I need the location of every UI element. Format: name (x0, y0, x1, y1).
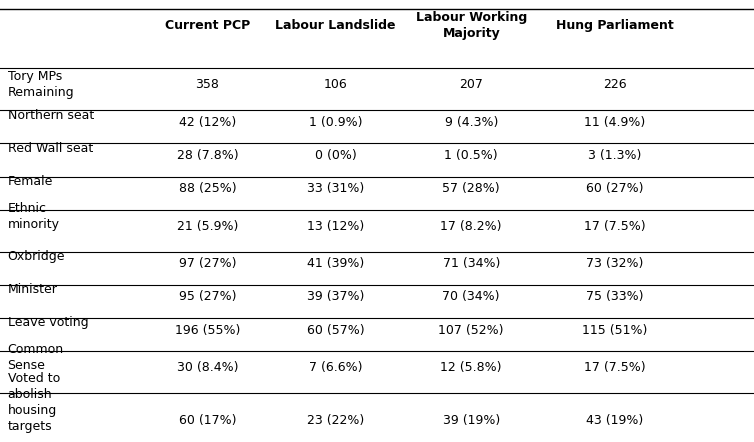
Text: 23 (22%): 23 (22%) (307, 414, 364, 427)
Text: Hung Parliament: Hung Parliament (556, 19, 673, 32)
Text: Red Wall seat: Red Wall seat (8, 142, 93, 155)
Text: Current PCP: Current PCP (164, 19, 250, 32)
Text: 17 (8.2%): 17 (8.2%) (440, 220, 502, 233)
Text: 1 (0.9%): 1 (0.9%) (309, 116, 362, 129)
Text: 75 (33%): 75 (33%) (586, 290, 643, 303)
Text: 60 (17%): 60 (17%) (179, 414, 236, 427)
Text: 95 (27%): 95 (27%) (179, 290, 236, 303)
Text: 71 (34%): 71 (34%) (443, 257, 500, 271)
Text: 57 (28%): 57 (28%) (443, 182, 500, 195)
Text: 21 (5.9%): 21 (5.9%) (176, 220, 238, 233)
Text: Ethnic
minority: Ethnic minority (8, 202, 60, 231)
Text: Minister: Minister (8, 283, 57, 296)
Text: Leave voting: Leave voting (8, 316, 88, 329)
Text: 9 (4.3%): 9 (4.3%) (445, 116, 498, 129)
Text: 30 (8.4%): 30 (8.4%) (176, 361, 238, 374)
Text: Female: Female (8, 175, 53, 188)
Text: 11 (4.9%): 11 (4.9%) (584, 116, 645, 129)
Text: 3 (1.3%): 3 (1.3%) (588, 149, 641, 162)
Text: 17 (7.5%): 17 (7.5%) (584, 220, 645, 233)
Text: Common
Sense: Common Sense (8, 343, 63, 372)
Text: 226: 226 (602, 79, 627, 91)
Text: 28 (7.8%): 28 (7.8%) (176, 149, 238, 162)
Text: 1 (0.5%): 1 (0.5%) (444, 149, 498, 162)
Text: 73 (32%): 73 (32%) (586, 257, 643, 271)
Text: Voted to
abolish
housing
targets: Voted to abolish housing targets (8, 372, 60, 433)
Text: Northern seat: Northern seat (8, 109, 93, 122)
Text: Labour Working
Majority: Labour Working Majority (415, 11, 527, 40)
Text: 12 (5.8%): 12 (5.8%) (440, 361, 502, 374)
Text: Tory MPs
Remaining: Tory MPs Remaining (8, 70, 74, 99)
Text: 7 (6.6%): 7 (6.6%) (309, 361, 362, 374)
Text: 207: 207 (459, 79, 483, 91)
Text: 196 (55%): 196 (55%) (175, 324, 240, 336)
Text: 358: 358 (195, 79, 219, 91)
Text: 106: 106 (323, 79, 348, 91)
Text: 0 (0%): 0 (0%) (314, 149, 357, 162)
Text: Labour Landslide: Labour Landslide (275, 19, 396, 32)
Text: 88 (25%): 88 (25%) (179, 182, 236, 195)
Text: 13 (12%): 13 (12%) (307, 220, 364, 233)
Text: 41 (39%): 41 (39%) (307, 257, 364, 271)
Text: 97 (27%): 97 (27%) (179, 257, 236, 271)
Text: 42 (12%): 42 (12%) (179, 116, 236, 129)
Text: 115 (51%): 115 (51%) (582, 324, 647, 336)
Text: 60 (27%): 60 (27%) (586, 182, 643, 195)
Text: 17 (7.5%): 17 (7.5%) (584, 361, 645, 374)
Text: 107 (52%): 107 (52%) (439, 324, 504, 336)
Text: Oxbridge: Oxbridge (8, 250, 65, 263)
Text: 33 (31%): 33 (31%) (307, 182, 364, 195)
Text: 43 (19%): 43 (19%) (586, 414, 643, 427)
Text: 60 (57%): 60 (57%) (307, 324, 364, 336)
Text: 39 (19%): 39 (19%) (443, 414, 500, 427)
Text: 70 (34%): 70 (34%) (443, 290, 500, 303)
Text: 39 (37%): 39 (37%) (307, 290, 364, 303)
